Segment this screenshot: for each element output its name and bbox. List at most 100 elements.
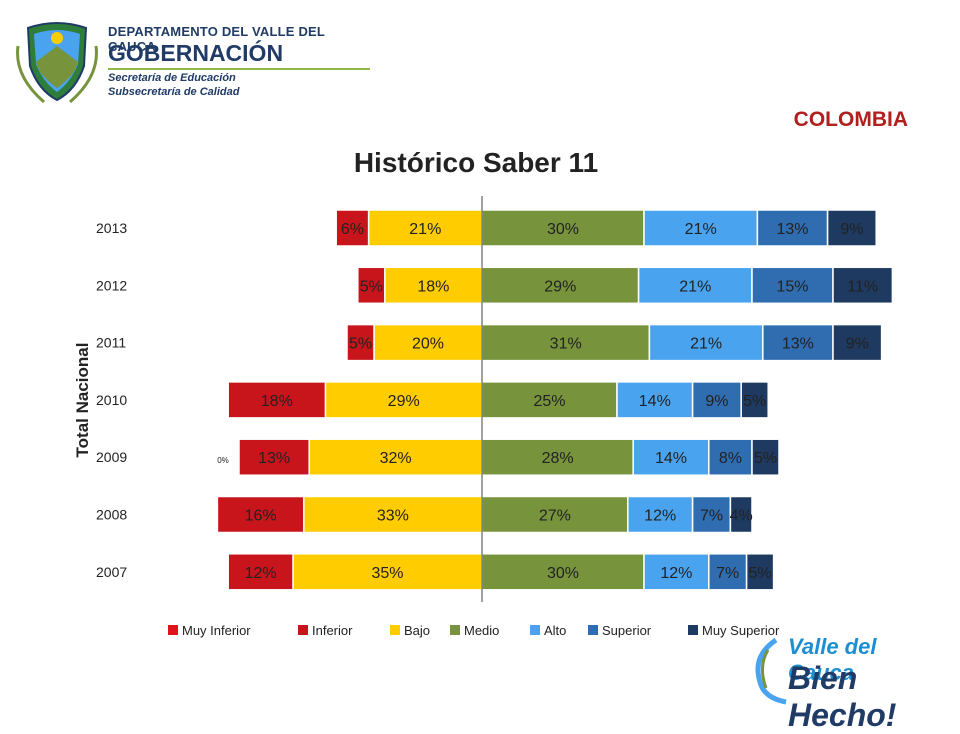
legend-label: Inferior <box>312 623 353 638</box>
data-label: 12% <box>660 565 692 582</box>
department-seal-icon <box>16 22 98 104</box>
data-label: 5% <box>749 565 772 582</box>
bar-segment <box>616 381 694 419</box>
bar-segment <box>335 209 370 247</box>
data-label: 15% <box>776 278 808 295</box>
bar-segment <box>481 266 640 305</box>
header-divider <box>108 68 370 70</box>
bar-segment <box>762 323 834 362</box>
data-label: 7% <box>700 508 723 525</box>
category-label: 2012 <box>96 277 127 293</box>
data-label: 6% <box>341 221 364 238</box>
data-label: 0% <box>217 456 229 465</box>
category-label: 2010 <box>96 392 127 408</box>
bar-segment <box>292 553 483 591</box>
data-label: 21% <box>679 278 711 295</box>
data-label: 12% <box>245 565 277 582</box>
data-label: 20% <box>412 336 444 353</box>
category-label: 2011 <box>96 335 126 351</box>
subsecretariat-name: Subsecretaría de Calidad <box>108 86 240 98</box>
data-label: 25% <box>533 393 565 410</box>
data-label: 14% <box>639 393 671 410</box>
brand-line-2: Bien Hecho! <box>788 660 897 733</box>
bar-segment <box>627 495 694 534</box>
chart-title: Histórico Saber 11 <box>354 147 598 178</box>
data-label: 5% <box>743 393 766 410</box>
data-label: 11% <box>847 278 878 295</box>
department-name: DEPARTAMENTO DEL VALLE DEL CAUCA <box>108 24 325 54</box>
bar-segment <box>238 438 310 476</box>
bar-segment <box>691 381 742 419</box>
legend-label: Bajo <box>404 623 430 638</box>
data-label: 13% <box>782 336 814 353</box>
data-label: 29% <box>544 278 576 295</box>
data-label: 5% <box>349 336 372 353</box>
legend: Muy Inferior Inferior Bajo Medio Alto Superio… <box>168 623 780 638</box>
governorship-name: GOBERNACIÓN <box>108 40 284 66</box>
data-label: 9% <box>840 221 863 238</box>
legend-swatch <box>390 625 400 635</box>
bar-segment <box>745 553 775 591</box>
bar-segment <box>227 381 327 419</box>
data-label: 18% <box>261 393 293 410</box>
bar-segment <box>832 266 894 305</box>
legend-label: Muy Inferior <box>182 623 251 638</box>
data-label: 5% <box>754 450 777 467</box>
bars-group <box>216 209 894 591</box>
bar-segment <box>729 495 753 534</box>
legend-label: Muy Superior <box>702 623 780 638</box>
bar-segment <box>357 266 386 305</box>
legend-swatch <box>168 625 178 635</box>
legend-label: Alto <box>544 623 566 638</box>
data-label: 14% <box>655 450 687 467</box>
data-label: 28% <box>542 450 574 467</box>
bar-segment <box>643 553 710 591</box>
bar-segment <box>481 553 645 591</box>
header: DEPARTAMENTO DEL VALLE DEL CAUCA GOBERNA… <box>14 14 374 106</box>
bar-segment <box>691 495 732 534</box>
data-label: 21% <box>409 221 441 238</box>
data-label: 21% <box>685 221 717 238</box>
bar-segment <box>481 323 651 362</box>
category-label: 2013 <box>96 220 127 236</box>
data-label: 31% <box>550 336 582 353</box>
brand-line-1: Valle del Cauca <box>788 634 877 685</box>
legend-label: Medio <box>464 623 499 638</box>
data-label: 8% <box>719 450 742 467</box>
data-label: 12% <box>644 508 676 525</box>
data-label: 30% <box>547 221 579 238</box>
data-label: 35% <box>371 565 403 582</box>
data-label: 18% <box>417 278 449 295</box>
legend-swatch <box>688 625 698 635</box>
data-label: 21% <box>690 336 722 353</box>
data-label: 32% <box>380 450 412 467</box>
legend-swatch <box>530 625 540 635</box>
brand-swoosh-icon <box>755 637 787 705</box>
category-label: 2009 <box>96 449 127 465</box>
data-label: 9% <box>846 336 869 353</box>
data-label: 16% <box>245 508 277 525</box>
bar-segment <box>751 438 780 476</box>
data-label: 4% <box>730 508 753 525</box>
category-label: 2008 <box>96 507 127 523</box>
data-label: 30% <box>547 565 579 582</box>
bar-segment <box>481 381 618 419</box>
category-label: 2007 <box>96 564 127 580</box>
data-label: 13% <box>258 450 290 467</box>
legend-swatch <box>450 625 460 635</box>
data-label: 33% <box>377 508 409 525</box>
bar-segment <box>346 323 375 362</box>
brand-logo: Valle del Cauca Bien Hecho! <box>746 632 946 733</box>
bar-segment <box>227 553 294 591</box>
country-label: COLOMBIA <box>793 108 908 131</box>
legend-label: Superior <box>602 623 652 638</box>
y-axis-label: Total Nacional <box>73 343 92 458</box>
data-label: 5% <box>360 278 383 295</box>
bar-segment <box>740 381 769 419</box>
data-label: 29% <box>388 393 420 410</box>
bar-segment <box>216 495 305 534</box>
bar-segment <box>308 438 483 476</box>
legend-swatch <box>298 625 308 635</box>
data-label: 13% <box>776 221 808 238</box>
